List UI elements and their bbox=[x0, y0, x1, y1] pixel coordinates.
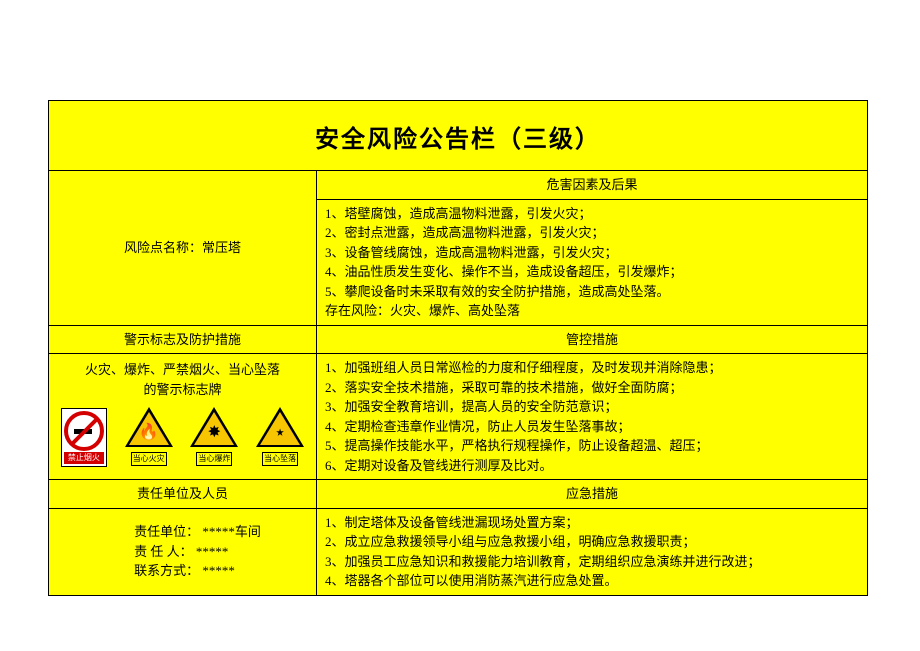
caution-fire-sign: 🔥 当心火灾 bbox=[125, 407, 173, 467]
no-smoking-icon bbox=[64, 411, 104, 451]
hazard-item: 4、油品性质发生变化、操作不当，造成设备超压，引发爆炸； bbox=[325, 262, 859, 282]
hazard-item: 5、攀爬设备时未采取有效的安全防护措施，造成高处坠落。 bbox=[325, 282, 859, 302]
hazards-cell: 危害因素及后果 1、塔壁腐蚀，造成高温物料泄露，引发火灾； 2、密封点泄露，造成… bbox=[317, 171, 867, 326]
control-item: 4、定期检查违章作业情况，防止人员发生坠落事故； bbox=[325, 417, 859, 437]
control-item: 5、提高操作技能水平，严格执行规程操作，防止设备超温、超压； bbox=[325, 436, 859, 456]
emergency-item: 4、塔器各个部位可以使用消防蒸汽进行应急处置。 bbox=[325, 571, 859, 591]
warning-desc-line1: 火灾、爆炸、严禁烟火、当心坠落 bbox=[55, 360, 310, 380]
fire-icon: 🔥 bbox=[125, 421, 173, 445]
responsibility-line: 责 任 人： ***** bbox=[134, 542, 261, 562]
sign-label: 当心火灾 bbox=[131, 452, 167, 466]
responsibility-header: 责任单位及人员 bbox=[49, 480, 317, 509]
hazard-item: 2、密封点泄露，造成高温物料泄露，引发火灾； bbox=[325, 223, 859, 243]
no-smoking-sign: 禁止烟火 bbox=[61, 408, 107, 467]
responsibility-cell: 责任单位： *****车间 责 任 人： ***** 联系方式： ***** bbox=[49, 509, 317, 595]
hazard-item: 存在风险：火灾、爆炸、高处坠落 bbox=[325, 301, 859, 321]
risk-point-label: 风险点名称： bbox=[124, 240, 202, 255]
row-headers-3: 责任单位及人员 应急措施 bbox=[49, 480, 867, 509]
warning-header: 警示标志及防护措施 bbox=[49, 326, 317, 355]
hazards-header: 危害因素及后果 bbox=[317, 171, 867, 200]
caution-falling-sign: ⭑ 当心坠落 bbox=[256, 407, 304, 467]
hazard-item: 3、设备管线腐蚀，造成高温物料泄露，引发火灾； bbox=[325, 243, 859, 263]
caution-explosion-sign: ✸ 当心爆炸 bbox=[190, 407, 238, 467]
hazard-item: 1、塔壁腐蚀，造成高温物料泄露，引发火灾； bbox=[325, 204, 859, 224]
explosion-icon: ✸ bbox=[190, 421, 238, 445]
board-title: 安全风险公告栏（三级） bbox=[49, 101, 867, 171]
controls-header: 管控措施 bbox=[317, 326, 867, 355]
control-item: 1、加强班组人员日常巡检的力度和仔细程度，及时发现并消除隐患； bbox=[325, 358, 859, 378]
falling-icon: ⭑ bbox=[256, 421, 304, 445]
control-item: 6、定期对设备及管线进行测厚及比对。 bbox=[325, 456, 859, 476]
hazards-body: 1、塔壁腐蚀，造成高温物料泄露，引发火灾； 2、密封点泄露，造成高温物料泄露，引… bbox=[317, 200, 867, 326]
row-headers-2: 警示标志及防护措施 管控措施 bbox=[49, 326, 867, 355]
controls-body: 1、加强班组人员日常巡检的力度和仔细程度，及时发现并消除隐患； 2、落实安全技术… bbox=[317, 354, 867, 480]
responsibility-line: 联系方式： ***** bbox=[134, 561, 261, 581]
emergency-item: 2、成立应急救援领导小组与应急救援小组，明确应急救援职责； bbox=[325, 532, 859, 552]
safety-bulletin-board: 安全风险公告栏（三级） 风险点名称：常压塔 危害因素及后果 1、塔壁腐蚀，造成高… bbox=[48, 100, 868, 596]
control-item: 2、落实安全技术措施，采取可靠的技术措施，做好全面防腐； bbox=[325, 378, 859, 398]
warning-cell: 火灾、爆炸、严禁烟火、当心坠落 的警示标志牌 禁止烟火 🔥 当心火灾 bbox=[49, 354, 317, 480]
row-body-2: 火灾、爆炸、严禁烟火、当心坠落 的警示标志牌 禁止烟火 🔥 当心火灾 bbox=[49, 354, 867, 480]
emergency-item: 3、加强员工应急知识和救援能力培训教育，定期组织应急演练并进行改进； bbox=[325, 552, 859, 572]
risk-point-value: 常压塔 bbox=[202, 240, 241, 255]
responsibility-line: 责任单位： *****车间 bbox=[134, 522, 261, 542]
row-hazards: 风险点名称：常压塔 危害因素及后果 1、塔壁腐蚀，造成高温物料泄露，引发火灾； … bbox=[49, 171, 867, 326]
sign-label: 禁止烟火 bbox=[64, 452, 104, 464]
warning-desc-line2: 的警示标志牌 bbox=[55, 380, 310, 400]
risk-point-cell: 风险点名称：常压塔 bbox=[49, 171, 317, 326]
control-item: 3、加强安全教育培训，提高人员的安全防范意识； bbox=[325, 397, 859, 417]
emergency-header: 应急措施 bbox=[317, 480, 867, 509]
row-body-3: 责任单位： *****车间 责 任 人： ***** 联系方式： ***** 1… bbox=[49, 509, 867, 595]
emergency-item: 1、制定塔体及设备管线泄漏现场处置方案； bbox=[325, 513, 859, 533]
sign-label: 当心坠落 bbox=[262, 452, 298, 466]
emergency-body: 1、制定塔体及设备管线泄漏现场处置方案； 2、成立应急救援领导小组与应急救援小组… bbox=[317, 509, 867, 595]
warning-signs-row: 禁止烟火 🔥 当心火灾 ✸ 当心爆炸 bbox=[49, 401, 316, 473]
sign-label: 当心爆炸 bbox=[196, 452, 232, 466]
